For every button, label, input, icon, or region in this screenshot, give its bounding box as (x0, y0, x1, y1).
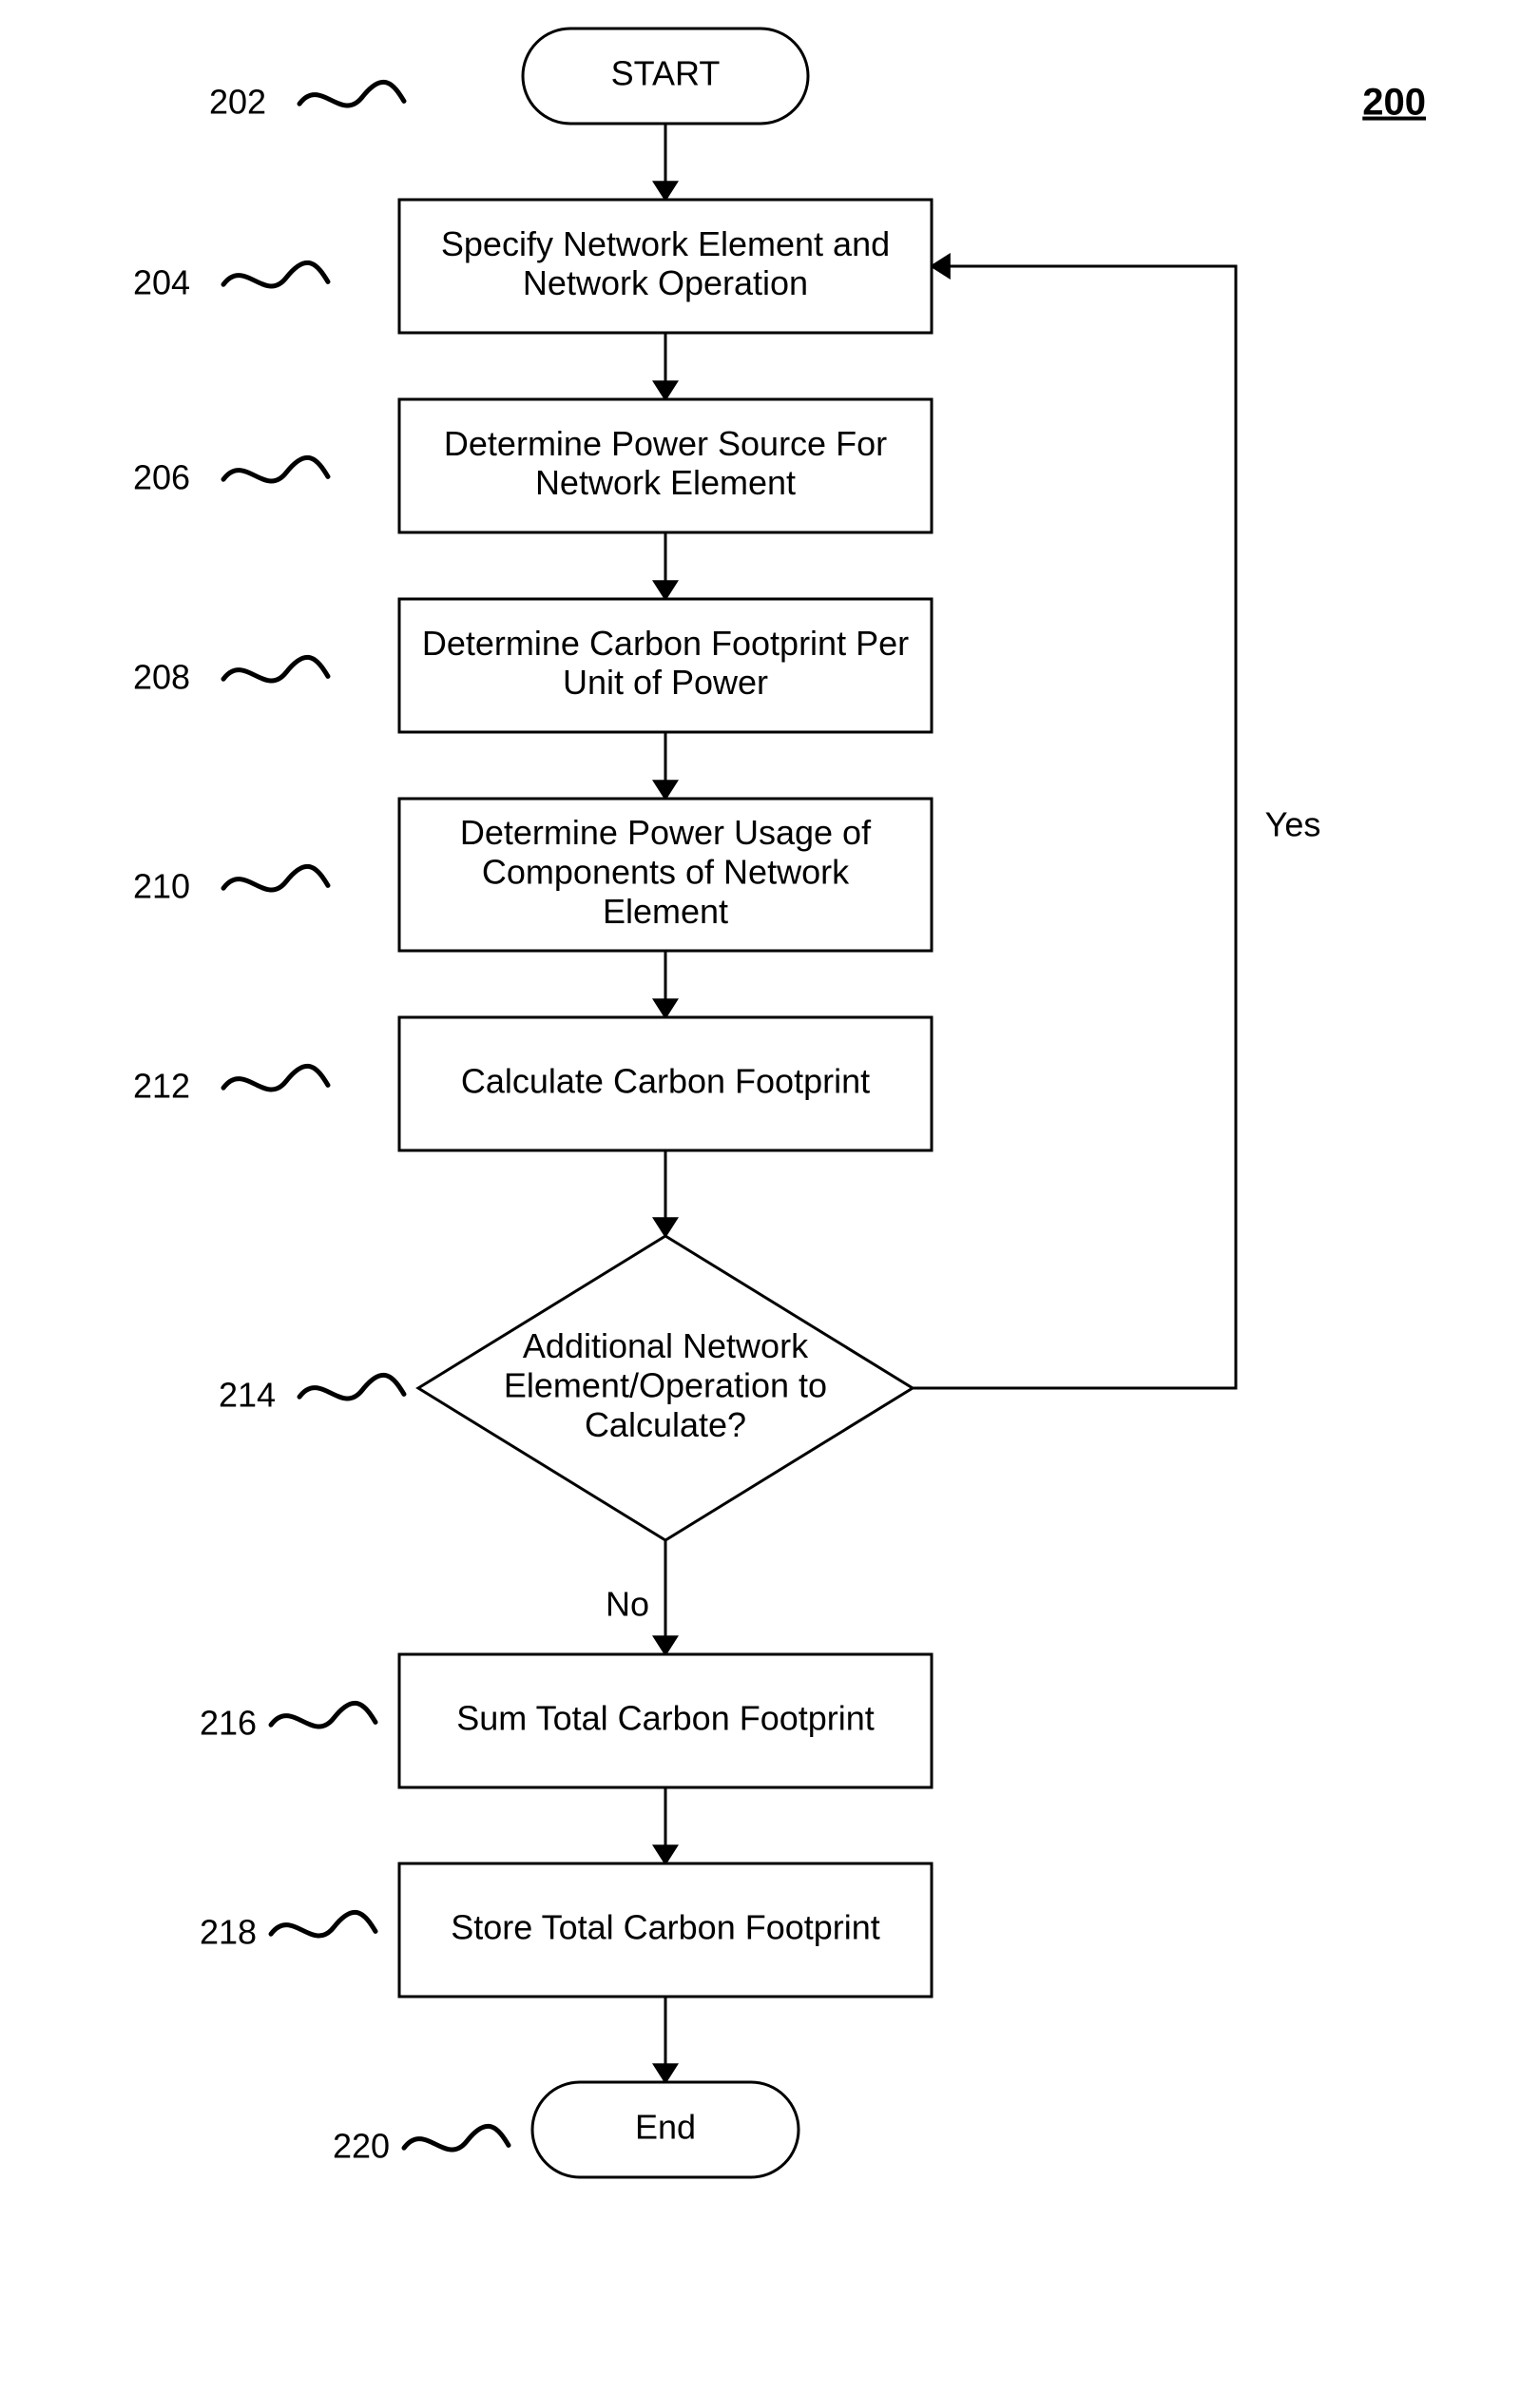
node-perunit: Determine Carbon Footprint PerUnit of Po… (399, 599, 932, 732)
node-power: Determine Power Source ForNetwork Elemen… (399, 399, 932, 532)
node-perunit-line: Unit of Power (563, 663, 768, 702)
node-decide-line: Calculate? (585, 1405, 746, 1444)
ref-204: 204 (133, 263, 190, 302)
node-specify-line: Specify Network Element and (441, 224, 890, 263)
ref-212: 212 (133, 1067, 190, 1106)
node-sum: Sum Total Carbon Footprint (399, 1654, 932, 1787)
ref-208: 208 (133, 658, 190, 697)
node-start: START (523, 29, 808, 124)
node-sum-line: Sum Total Carbon Footprint (456, 1699, 875, 1738)
node-specify: Specify Network Element andNetwork Opera… (399, 200, 932, 333)
node-calc: Calculate Carbon Footprint (399, 1017, 932, 1150)
node-store-line: Store Total Carbon Footprint (451, 1908, 880, 1947)
ref-216: 216 (200, 1704, 257, 1743)
node-usage-line: Components of Network (482, 853, 850, 892)
ref-220: 220 (333, 2127, 390, 2166)
node-end-line: End (635, 2108, 696, 2147)
edge-label-decide-specify: Yes (1265, 805, 1321, 844)
node-specify-line: Network Operation (523, 263, 808, 302)
figure-label: 200 (1362, 82, 1426, 124)
ref-202: 202 (209, 83, 266, 122)
node-usage-line: Element (603, 892, 728, 931)
edge-label-decide-sum: No (606, 1585, 649, 1624)
node-power-line: Determine Power Source For (444, 424, 887, 463)
node-end: End (532, 2082, 799, 2177)
node-usage-line: Determine Power Usage of (460, 813, 872, 852)
ref-218: 218 (200, 1913, 257, 1952)
node-perunit-line: Determine Carbon Footprint Per (422, 624, 909, 663)
node-store: Store Total Carbon Footprint (399, 1863, 932, 1997)
node-decide-line: Additional Network (523, 1326, 809, 1365)
ref-214: 214 (219, 1376, 276, 1415)
node-start-line: START (611, 54, 721, 93)
node-usage: Determine Power Usage ofComponents of Ne… (399, 799, 932, 951)
node-calc-line: Calculate Carbon Footprint (461, 1062, 870, 1101)
node-power-line: Network Element (535, 463, 796, 502)
ref-210: 210 (133, 867, 190, 906)
node-decide-line: Element/Operation to (504, 1366, 827, 1405)
ref-206: 206 (133, 458, 190, 497)
